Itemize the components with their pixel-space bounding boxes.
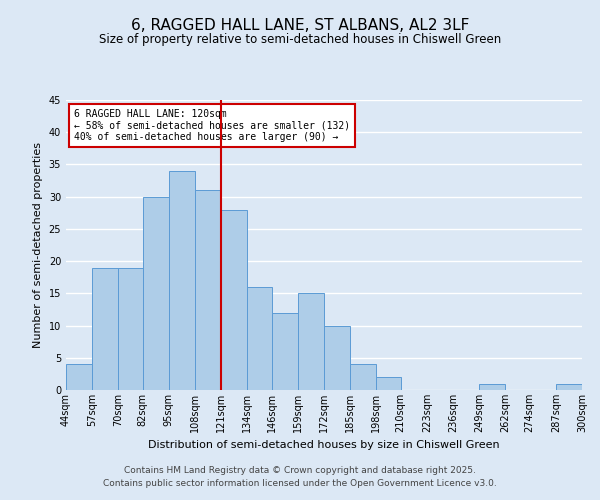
- Bar: [479, 384, 505, 390]
- Bar: [92, 268, 118, 390]
- Text: 6, RAGGED HALL LANE, ST ALBANS, AL2 3LF: 6, RAGGED HALL LANE, ST ALBANS, AL2 3LF: [131, 18, 469, 32]
- Bar: [376, 377, 401, 390]
- Bar: [118, 268, 143, 390]
- Text: Contains HM Land Registry data © Crown copyright and database right 2025.
Contai: Contains HM Land Registry data © Crown c…: [103, 466, 497, 487]
- Bar: [66, 364, 92, 390]
- Bar: [272, 312, 298, 390]
- Bar: [221, 210, 247, 390]
- Bar: [247, 287, 272, 390]
- Bar: [350, 364, 376, 390]
- X-axis label: Distribution of semi-detached houses by size in Chiswell Green: Distribution of semi-detached houses by …: [148, 440, 500, 450]
- Bar: [582, 384, 600, 390]
- Text: Size of property relative to semi-detached houses in Chiswell Green: Size of property relative to semi-detach…: [99, 32, 501, 46]
- Y-axis label: Number of semi-detached properties: Number of semi-detached properties: [33, 142, 43, 348]
- Bar: [195, 190, 221, 390]
- Bar: [298, 294, 324, 390]
- Bar: [324, 326, 350, 390]
- Text: 6 RAGGED HALL LANE: 120sqm
← 58% of semi-detached houses are smaller (132)
40% o: 6 RAGGED HALL LANE: 120sqm ← 58% of semi…: [74, 108, 350, 142]
- Bar: [143, 196, 169, 390]
- Bar: [169, 171, 195, 390]
- Bar: [556, 384, 582, 390]
